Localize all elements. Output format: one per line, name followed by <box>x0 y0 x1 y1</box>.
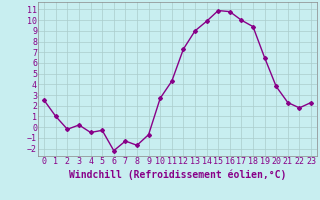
X-axis label: Windchill (Refroidissement éolien,°C): Windchill (Refroidissement éolien,°C) <box>69 169 286 180</box>
